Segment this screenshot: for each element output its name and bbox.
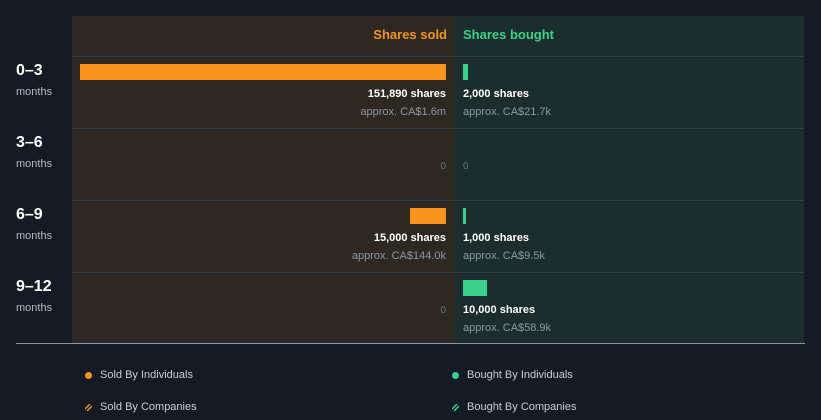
bought-value-label: approx. CA$58.9k (463, 322, 552, 334)
sold-value-label: approx. CA$1.6m (360, 106, 446, 118)
period-unit: months (16, 230, 53, 242)
sold-shares-label: 151,890 shares (367, 88, 446, 100)
period-label: 0–3 (16, 62, 43, 79)
row-divider (72, 272, 804, 273)
sold-zero-label: 0 (440, 161, 446, 172)
bought-value-label: approx. CA$21.7k (463, 106, 552, 118)
bought-bar (463, 280, 488, 296)
chart-baseline (16, 343, 805, 344)
bought-shares-label: 10,000 shares (463, 304, 536, 316)
sold-zero-label: 0 (440, 305, 446, 316)
legend-bought-companies: Bought By Companies (452, 401, 576, 413)
orange-dot-icon (85, 371, 92, 379)
sold-value-label: approx. CA$144.0k (351, 250, 446, 262)
shares-bought-column: Shares bought (455, 16, 804, 343)
shares-sold-header: Shares sold (373, 27, 447, 42)
bought-shares-label: 1,000 shares (463, 232, 530, 244)
legend-label: Sold By Individuals (100, 369, 193, 381)
shares-bought-header: Shares bought (463, 27, 555, 42)
row-divider (72, 200, 804, 201)
bought-value-label: approx. CA$9.5k (463, 250, 545, 262)
sold-shares-label: 15,000 shares (373, 232, 446, 244)
period-unit: months (16, 158, 53, 170)
period-unit: months (16, 302, 53, 314)
sold-bar (409, 208, 446, 224)
orange-hatch-icon (85, 403, 92, 411)
period-unit: months (16, 86, 53, 98)
legend-label: Bought By Individuals (467, 369, 573, 381)
bought-shares-label: 2,000 shares (463, 88, 530, 100)
legend-label: Bought By Companies (467, 401, 577, 413)
period-label: 6–9 (16, 206, 43, 223)
legend-label: Sold By Companies (100, 401, 197, 413)
green-dot-icon (452, 371, 459, 379)
legend-bought-individuals: Bought By Individuals (452, 369, 573, 381)
period-label: 9–12 (16, 278, 52, 295)
bought-bar (463, 64, 468, 80)
period-label: 3–6 (16, 134, 43, 151)
row-divider (72, 128, 804, 129)
legend-sold-individuals: Sold By Individuals (85, 369, 193, 381)
row-divider (72, 56, 804, 57)
bought-bar (463, 208, 466, 224)
sold-bar (80, 64, 446, 80)
legend-sold-companies: Sold By Companies (85, 401, 197, 413)
green-hatch-icon (452, 403, 459, 411)
bought-zero-label: 0 (463, 161, 469, 172)
